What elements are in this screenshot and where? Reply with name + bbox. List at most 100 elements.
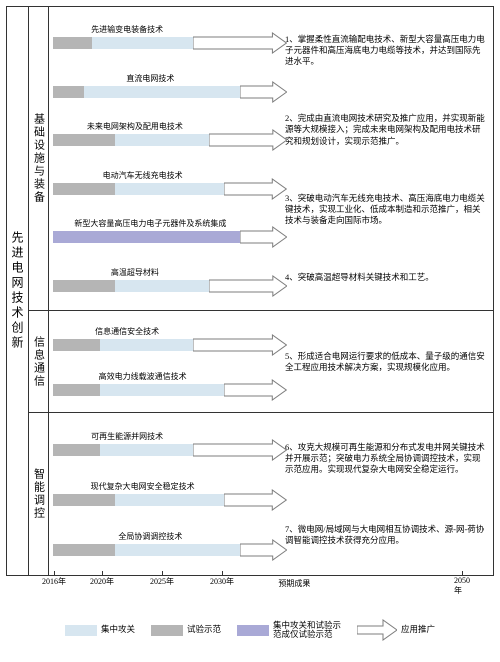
main-title: 先进电网技术创新: [9, 231, 26, 351]
legend-item: 试验示范: [151, 625, 221, 636]
bar-track: [53, 86, 240, 98]
arrow-icon: [240, 81, 287, 103]
bar-item: 未来电网架构及配用电技术: [53, 121, 279, 147]
bar-item: 先进输变电装备技术: [53, 24, 279, 50]
bar-row: [53, 383, 279, 397]
legend-label: 集中攻关和试验示范成仅试验示范: [273, 621, 341, 640]
bar-row: [53, 338, 279, 352]
arrow-icon: [357, 619, 397, 641]
result-item: 3、突破电动汽车无线充电技术、高压海底电力电缆关键技术，实现工业化、低成本制造和…: [285, 193, 487, 226]
bar-segment: [53, 544, 115, 556]
bar-segment: [53, 134, 115, 146]
result-item: 4、突破高温超导材料关键技术和工艺。: [285, 272, 487, 283]
results-column: 6、攻克大规模可再生能源和分布式发电并网关键技术并开展示范；突破电力系统全局协调…: [279, 413, 493, 575]
bars-column: 可再生能源并网技术 现代复杂大电网安全稳定技术 全局协调调控技术: [49, 413, 279, 575]
legend-label: 集中攻关: [101, 625, 135, 634]
group-title-column: 基础设施与装备: [29, 7, 49, 310]
bar-item: 信息通信安全技术: [53, 326, 279, 352]
bar-segment: [100, 339, 193, 351]
bar-segment: [53, 494, 115, 506]
arrow-icon: [240, 226, 287, 248]
legend-label: 应用推广: [401, 625, 435, 634]
arrow-icon: [224, 379, 286, 401]
bar-row: [53, 443, 279, 457]
bar-segment: [53, 183, 115, 195]
bar-item: 全局协调调控技术: [53, 531, 279, 557]
main-frame: 先进电网技术创新 基础设施与装备先进输变电装备技术 直流电网技术 未来电网架构及…: [6, 6, 494, 576]
group-body: 先进输变电装备技术 直流电网技术 未来电网架构及配用电技术 电动汽车无线充电技术…: [49, 7, 493, 310]
legend-item-arrow: 应用推广: [357, 619, 435, 641]
bar-item: 现代复杂大电网安全稳定技术: [53, 481, 279, 507]
arrow-icon: [193, 334, 286, 356]
bar-row: [53, 36, 279, 50]
axis-tick: 2025年: [150, 576, 174, 587]
legend-item: 集中攻关和试验示范成仅试验示范: [237, 621, 341, 640]
group-title: 基础设施与装备: [31, 113, 47, 204]
arrow-icon: [240, 539, 287, 561]
bar-segment: [53, 384, 100, 396]
bar-track: [53, 231, 240, 243]
bar-segment: [53, 444, 100, 456]
arrow-icon: [224, 178, 286, 200]
bar-row: [53, 279, 279, 293]
bar-track: [53, 339, 193, 351]
group-block: 基础设施与装备先进输变电装备技术 直流电网技术 未来电网架构及配用电技术 电动汽…: [29, 7, 493, 311]
group-title: 信息通信: [31, 336, 47, 388]
group-body: 信息通信安全技术 高效电力线载波通信技术 5、形成适合电网运行要求的低成本、量子…: [49, 311, 493, 412]
bar-segment: [100, 444, 193, 456]
bar-segment: [53, 231, 240, 243]
bar-track: [53, 280, 209, 292]
bar-track: [53, 183, 224, 195]
bars-column: 先进输变电装备技术 直流电网技术 未来电网架构及配用电技术 电动汽车无线充电技术…: [49, 7, 279, 310]
bar-item: 直流电网技术: [53, 73, 279, 99]
results-column: 5、形成适合电网运行要求的低成本、量子级的通信安全工程应用技术解决方案，实现规模…: [279, 311, 493, 412]
bar-segment: [53, 86, 84, 98]
bar-item: 电动汽车无线充电技术: [53, 170, 279, 196]
group-title: 智能调控: [31, 468, 47, 520]
results-column: 1、掌握柔性直流输配电技术、新型大容量高压电力电子元器件和高压海底电力电缆等技术…: [279, 7, 493, 310]
legend: 集中攻关 试验示范 集中攻关和试验示范成仅试验示范 应用推广: [6, 619, 494, 641]
bars-column: 信息通信安全技术 高效电力线载波通信技术: [49, 311, 279, 412]
bar-track: [53, 134, 209, 146]
result-item: 6、攻克大规模可再生能源和分布式发电并网关键技术并开展示范；突破电力系统全局协调…: [285, 442, 487, 475]
legend-swatch: [151, 625, 183, 636]
bar-item: 可再生能源并网技术: [53, 431, 279, 457]
bar-segment: [53, 37, 92, 49]
bar-segment: [115, 134, 208, 146]
arrow-icon: [224, 489, 286, 511]
bar-segment: [92, 37, 193, 49]
bar-item: 新型大容量高压电力电子元器件及系统集成: [53, 218, 279, 244]
bar-row: [53, 182, 279, 196]
group-title-column: 智能调控: [29, 413, 49, 575]
result-item: 2、完成由直流电网技术研究及推广应用，并实现新能源等大规模接入；完成未来电网架构…: [285, 113, 487, 146]
bar-item: 高温超导材料: [53, 267, 279, 293]
bar-track: [53, 494, 224, 506]
bar-segment: [115, 183, 224, 195]
bar-row: [53, 133, 279, 147]
group-title-column: 信息通信: [29, 311, 49, 412]
bar-segment: [115, 280, 208, 292]
axis-tick: 2050年: [454, 576, 470, 596]
axis-tick: 2030年: [210, 576, 234, 587]
bar-segment: [84, 86, 240, 98]
axis-tick: 2016年: [42, 576, 66, 587]
bar-segment: [53, 339, 100, 351]
bar-row: [53, 493, 279, 507]
bar-row: [53, 230, 279, 244]
group-block: 智能调控可再生能源并网技术 现代复杂大电网安全稳定技术 全局协调调控技术 6、攻…: [29, 413, 493, 575]
result-item: 1、掌握柔性直流输配电技术、新型大容量高压电力电子元器件和高压海底电力电缆等技术…: [285, 34, 487, 67]
bar-item: 高效电力线载波通信技术: [53, 371, 279, 397]
bar-track: [53, 444, 193, 456]
bar-track: [53, 37, 193, 49]
legend-swatch: [65, 625, 97, 636]
arrow-icon: [209, 275, 287, 297]
arrow-icon: [193, 32, 286, 54]
arrow-icon: [209, 129, 287, 151]
bar-track: [53, 384, 224, 396]
axis-tick: 2020年: [90, 576, 114, 587]
timeline-axis: 2016年2020年2025年2030年2050年预期成果: [54, 575, 462, 597]
bar-row: [53, 543, 279, 557]
bar-segment: [100, 384, 225, 396]
group-block: 信息通信信息通信安全技术 高效电力线载波通信技术 5、形成适合电网运行要求的低成…: [29, 311, 493, 413]
legend-label: 试验示范: [187, 625, 221, 634]
